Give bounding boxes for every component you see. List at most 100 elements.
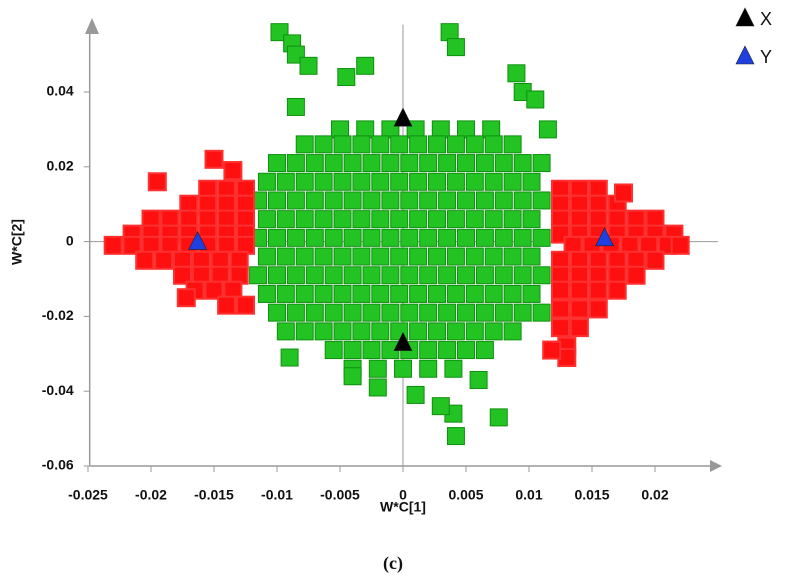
point bbox=[513, 303, 532, 322]
point bbox=[457, 303, 475, 322]
x-tick-label: -0.02 bbox=[135, 487, 167, 503]
point bbox=[526, 90, 545, 109]
point bbox=[513, 154, 532, 173]
point bbox=[331, 120, 349, 139]
legend-marker bbox=[735, 45, 755, 65]
point bbox=[484, 247, 503, 266]
point bbox=[484, 135, 503, 154]
point bbox=[406, 385, 425, 404]
point bbox=[276, 284, 295, 303]
point bbox=[276, 247, 295, 266]
point bbox=[400, 191, 419, 210]
point bbox=[324, 154, 343, 173]
point bbox=[440, 23, 459, 42]
point bbox=[532, 154, 551, 173]
point bbox=[438, 154, 457, 173]
point bbox=[295, 135, 314, 154]
point bbox=[494, 228, 513, 247]
x-axis-arrow bbox=[710, 460, 722, 472]
point bbox=[431, 397, 450, 416]
x-tick-label: 0.01 bbox=[515, 487, 542, 503]
x-tick-label: -0.005 bbox=[320, 487, 360, 503]
x-tick-label: 0.02 bbox=[641, 487, 668, 503]
point bbox=[569, 299, 589, 319]
point bbox=[276, 210, 295, 229]
point bbox=[314, 284, 333, 303]
point bbox=[381, 154, 400, 173]
point bbox=[614, 183, 633, 203]
point bbox=[371, 284, 390, 303]
point bbox=[465, 284, 484, 303]
y-tick-label: 0.02 bbox=[46, 158, 73, 174]
point bbox=[513, 191, 532, 210]
point bbox=[362, 228, 381, 247]
point bbox=[551, 299, 570, 319]
point bbox=[419, 191, 438, 210]
point bbox=[314, 247, 333, 266]
point bbox=[286, 266, 305, 285]
point bbox=[305, 154, 324, 173]
point bbox=[362, 266, 381, 285]
point bbox=[314, 322, 333, 341]
point bbox=[532, 303, 551, 322]
point bbox=[343, 266, 362, 285]
point bbox=[103, 235, 123, 255]
point bbox=[333, 284, 352, 303]
point bbox=[607, 280, 627, 300]
point bbox=[204, 149, 224, 169]
point bbox=[438, 303, 457, 322]
point bbox=[268, 228, 286, 247]
point bbox=[484, 322, 503, 341]
point bbox=[393, 107, 413, 127]
point bbox=[371, 247, 390, 266]
point bbox=[446, 322, 465, 341]
point bbox=[457, 341, 475, 360]
point bbox=[503, 247, 522, 266]
point bbox=[305, 303, 324, 322]
point bbox=[352, 284, 371, 303]
point bbox=[489, 408, 508, 427]
point bbox=[305, 228, 324, 247]
point bbox=[286, 97, 305, 116]
point bbox=[503, 135, 522, 154]
point bbox=[428, 322, 447, 341]
point bbox=[419, 266, 438, 285]
point bbox=[333, 322, 352, 341]
point bbox=[257, 210, 276, 229]
point bbox=[484, 284, 503, 303]
point bbox=[475, 266, 494, 285]
point bbox=[343, 303, 362, 322]
point bbox=[532, 228, 551, 247]
point bbox=[257, 284, 276, 303]
point bbox=[314, 135, 333, 154]
point bbox=[337, 68, 356, 87]
point bbox=[507, 64, 526, 83]
point bbox=[249, 266, 268, 285]
point bbox=[362, 154, 381, 173]
point bbox=[409, 172, 428, 191]
point bbox=[154, 250, 174, 270]
point bbox=[343, 191, 362, 210]
point bbox=[343, 154, 362, 173]
point bbox=[223, 161, 243, 181]
point bbox=[236, 295, 255, 315]
point bbox=[588, 280, 608, 300]
x-tick-label: 0.015 bbox=[574, 487, 609, 503]
y-tick-label: -0.06 bbox=[42, 457, 74, 473]
point bbox=[324, 341, 343, 360]
x-tick-label: -0.01 bbox=[261, 487, 293, 503]
point bbox=[400, 154, 419, 173]
point bbox=[475, 228, 494, 247]
point bbox=[465, 172, 484, 191]
point bbox=[457, 154, 475, 173]
point bbox=[484, 172, 503, 191]
point bbox=[356, 56, 375, 75]
x-tick-label: 0.005 bbox=[448, 487, 483, 503]
point bbox=[446, 135, 465, 154]
point bbox=[368, 378, 387, 397]
point bbox=[295, 284, 314, 303]
point bbox=[324, 303, 343, 322]
point bbox=[400, 266, 419, 285]
point bbox=[295, 322, 314, 341]
